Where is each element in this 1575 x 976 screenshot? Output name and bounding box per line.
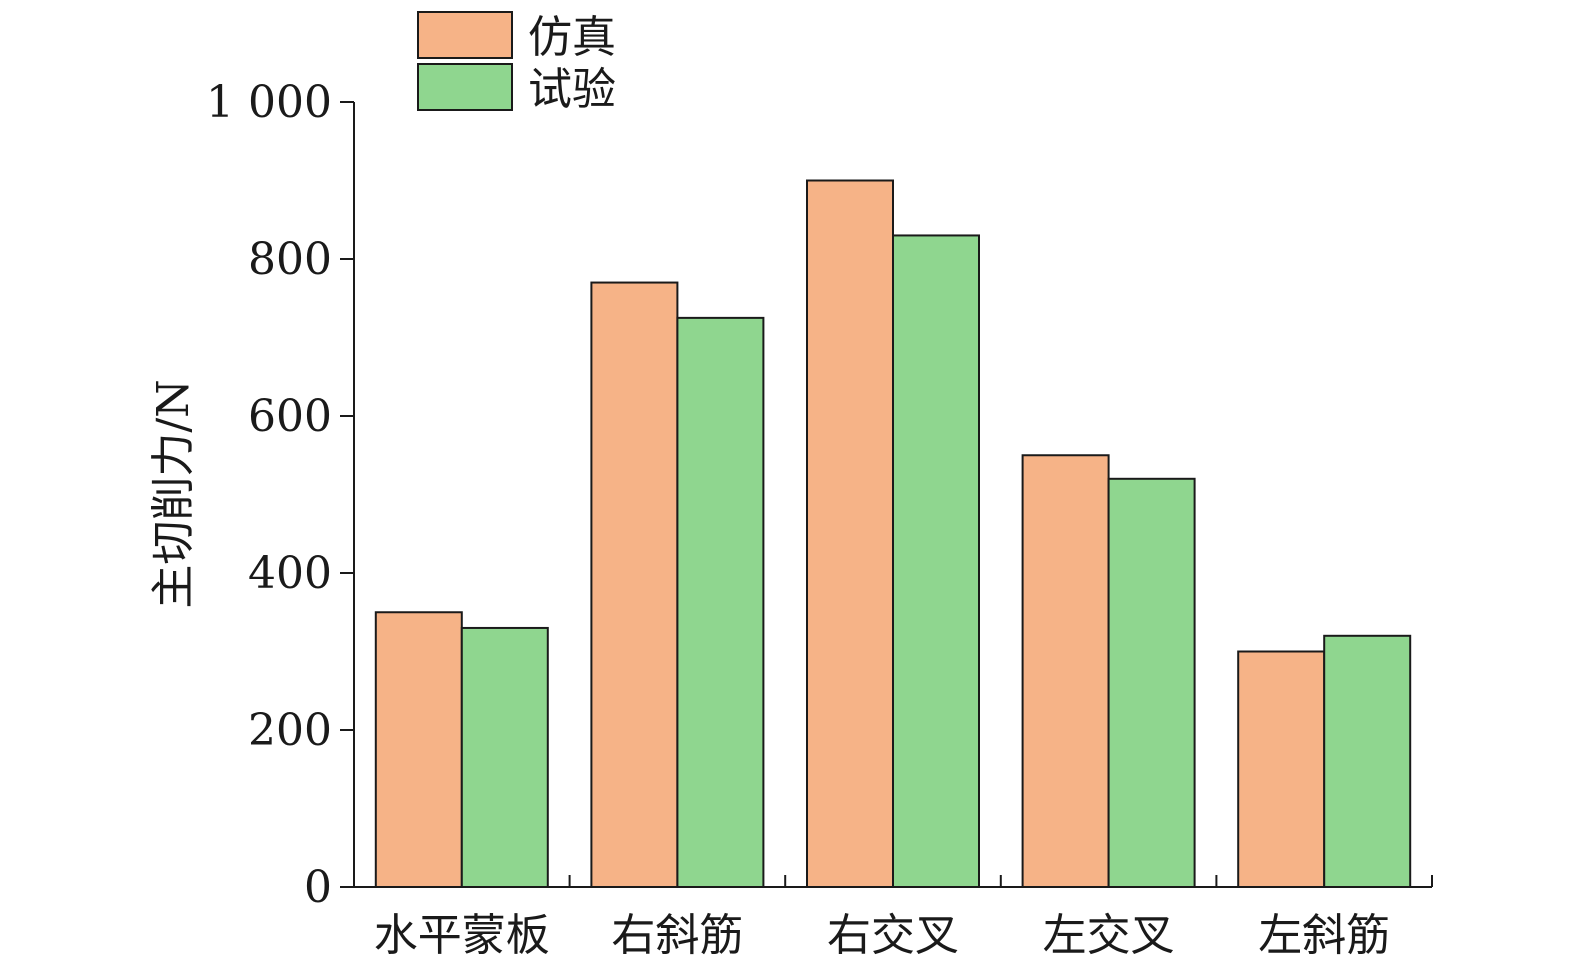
legend-swatch (417, 63, 513, 111)
legend-swatch (417, 11, 513, 59)
y-tick-label: 600 (248, 391, 332, 442)
bar-experiment (1107, 477, 1196, 888)
y-ticks: 0 200 400 600 800 1 000 (206, 77, 354, 913)
bar-experiment (460, 626, 549, 888)
legend-label: 仿真 (528, 12, 616, 63)
y-tick-label: 0 (304, 862, 332, 913)
bar-simulation (1021, 454, 1110, 888)
bar-simulation (806, 179, 894, 888)
y-axis-title: 主切削力/N (148, 379, 199, 608)
x-ticks (568, 875, 1433, 887)
bars (374, 179, 1412, 888)
y-tick-label: 800 (248, 234, 332, 285)
bar-simulation (374, 611, 463, 888)
y-tick-label: 1 000 (206, 77, 332, 128)
bar-experiment (676, 316, 765, 888)
x-category-label: 右斜筋 (611, 910, 743, 961)
x-category-label: 右交叉 (827, 910, 959, 961)
bar-experiment (892, 234, 980, 888)
category-labels: 水平蒙板 右斜筋 右交叉 左交叉 左斜筋 (374, 910, 1390, 961)
bar-experiment (1323, 634, 1412, 888)
legend-label: 试验 (528, 64, 616, 115)
x-category-label: 左交叉 (1043, 910, 1175, 961)
x-category-label: 水平蒙板 (374, 910, 550, 961)
y-tick-label: 200 (248, 705, 332, 756)
bar-simulation (1237, 650, 1326, 888)
bar-simulation (590, 281, 679, 888)
y-tick-label: 400 (248, 548, 332, 599)
x-category-label: 左斜筋 (1258, 910, 1390, 961)
